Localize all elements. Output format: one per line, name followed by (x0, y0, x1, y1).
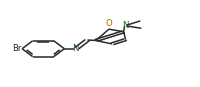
Text: Br: Br (12, 44, 21, 53)
Text: O: O (105, 19, 112, 28)
Text: N: N (72, 44, 78, 53)
Text: N: N (121, 21, 128, 30)
